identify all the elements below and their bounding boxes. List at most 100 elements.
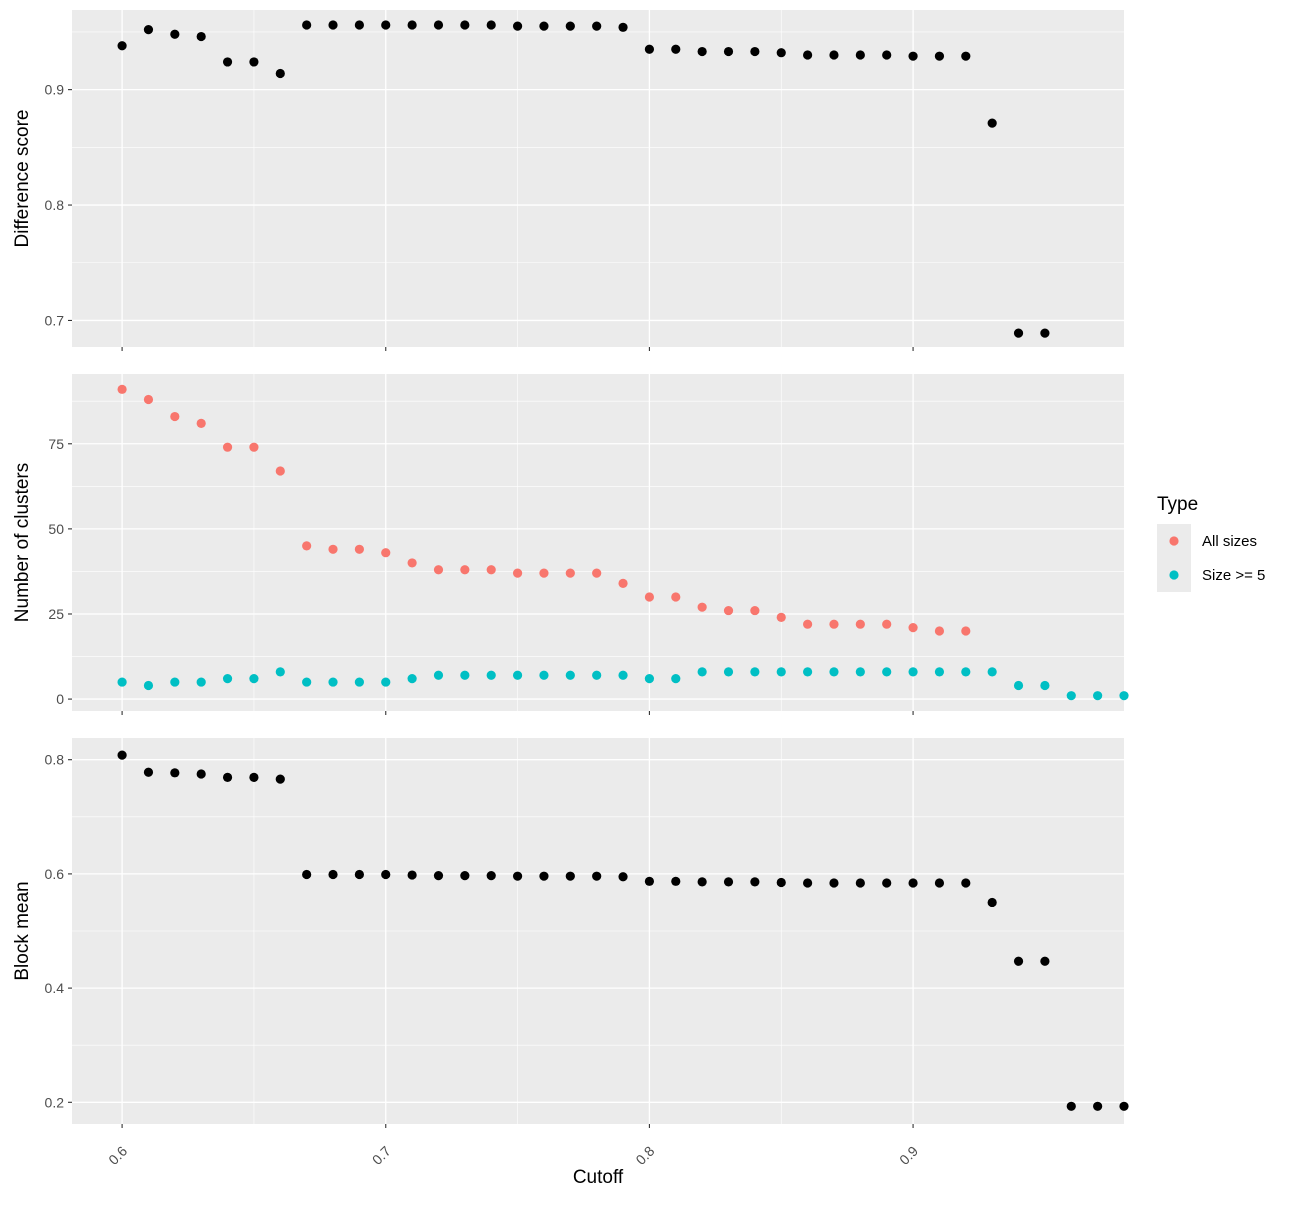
data-point xyxy=(117,384,127,394)
data-point xyxy=(407,674,417,684)
y-axis-title: Number of clusters xyxy=(12,463,33,622)
y-tick-label: 0.2 xyxy=(45,1094,65,1110)
data-point xyxy=(855,667,865,677)
data-point xyxy=(381,869,391,880)
data-point xyxy=(302,869,312,880)
data-point xyxy=(987,667,997,677)
data-point xyxy=(697,667,707,677)
data-point xyxy=(961,626,971,636)
data-point xyxy=(644,44,655,54)
data-point xyxy=(961,51,971,61)
data-point xyxy=(882,50,892,60)
series-all-sizes xyxy=(117,384,971,636)
legend: Type All sizes Size >= 5 xyxy=(1157,494,1265,592)
panel-background xyxy=(72,10,1124,347)
series-1 xyxy=(117,20,1050,338)
data-point xyxy=(671,674,681,684)
data-point xyxy=(592,670,602,680)
data-point xyxy=(697,877,707,887)
data-point xyxy=(460,565,470,575)
data-point xyxy=(750,46,760,57)
data-point xyxy=(671,876,681,886)
data-point xyxy=(302,541,312,551)
data-point xyxy=(354,20,364,30)
data-point xyxy=(249,57,259,67)
data-point xyxy=(671,592,681,602)
data-point xyxy=(117,41,127,51)
data-point xyxy=(196,677,206,687)
data-point xyxy=(644,674,655,684)
y-tick-label: 0.8 xyxy=(45,752,65,768)
panel-background xyxy=(72,374,1124,711)
data-point xyxy=(222,442,233,452)
data-point xyxy=(249,442,259,452)
data-point xyxy=(170,677,180,687)
data-point xyxy=(776,667,786,677)
data-point xyxy=(486,20,496,30)
data-point xyxy=(433,20,444,30)
data-point xyxy=(302,677,312,687)
data-point xyxy=(381,548,391,558)
data-point xyxy=(776,48,786,58)
data-point xyxy=(143,680,154,691)
data-point xyxy=(196,31,206,42)
data-point xyxy=(908,51,918,61)
data-point xyxy=(170,29,180,39)
data-point xyxy=(407,20,417,30)
data-point xyxy=(249,674,259,684)
data-point xyxy=(882,878,892,888)
data-point xyxy=(1040,956,1050,966)
data-point xyxy=(1040,680,1050,691)
data-point xyxy=(354,544,364,554)
data-point xyxy=(433,871,444,881)
data-point xyxy=(486,565,496,575)
data-point xyxy=(433,565,444,575)
data-point xyxy=(486,670,496,680)
x-tick-label: 0.6 xyxy=(105,1143,130,1168)
data-point xyxy=(829,667,839,677)
data-point xyxy=(908,878,918,888)
data-point xyxy=(697,602,707,612)
data-point xyxy=(539,670,549,680)
data-point xyxy=(618,872,628,882)
data-point xyxy=(723,667,734,677)
data-point xyxy=(354,869,364,880)
data-point xyxy=(750,877,760,887)
data-point xyxy=(644,876,655,886)
data-point xyxy=(776,877,786,888)
data-point xyxy=(803,619,813,629)
y-axis-title: Difference score xyxy=(12,110,33,248)
y-tick-label: 0.4 xyxy=(45,980,65,996)
data-point xyxy=(249,772,259,782)
data-point xyxy=(829,878,839,888)
data-point xyxy=(512,670,523,680)
data-point xyxy=(671,44,681,54)
data-point xyxy=(512,871,523,881)
y-tick-label: 0.7 xyxy=(45,312,65,328)
data-point xyxy=(723,46,734,57)
series-size-5 xyxy=(117,667,1129,701)
data-point xyxy=(222,674,233,684)
data-point xyxy=(882,619,892,629)
data-point xyxy=(934,878,945,888)
series-1 xyxy=(117,750,1129,1111)
data-point xyxy=(460,20,470,30)
panel-3: 0.2 0.4 0.6 0.8 Block mean xyxy=(12,738,1129,1128)
legend-title: Type xyxy=(1157,494,1198,515)
data-point xyxy=(143,25,154,35)
legend-marker xyxy=(1169,570,1179,580)
data-point xyxy=(143,394,154,405)
data-point xyxy=(618,578,628,588)
data-point xyxy=(1093,1101,1103,1111)
x-axis-title: Cutoff xyxy=(573,1167,624,1188)
data-point xyxy=(1013,680,1024,691)
data-point xyxy=(829,50,839,60)
panel-1: 0.7 0.8 0.9 Difference score xyxy=(12,10,1124,351)
data-point xyxy=(328,544,338,554)
x-tick-label: 0.8 xyxy=(632,1143,657,1168)
legend-marker xyxy=(1169,536,1179,546)
data-point xyxy=(512,21,523,31)
y-axis-title: Block mean xyxy=(12,881,33,980)
data-point xyxy=(460,871,470,881)
